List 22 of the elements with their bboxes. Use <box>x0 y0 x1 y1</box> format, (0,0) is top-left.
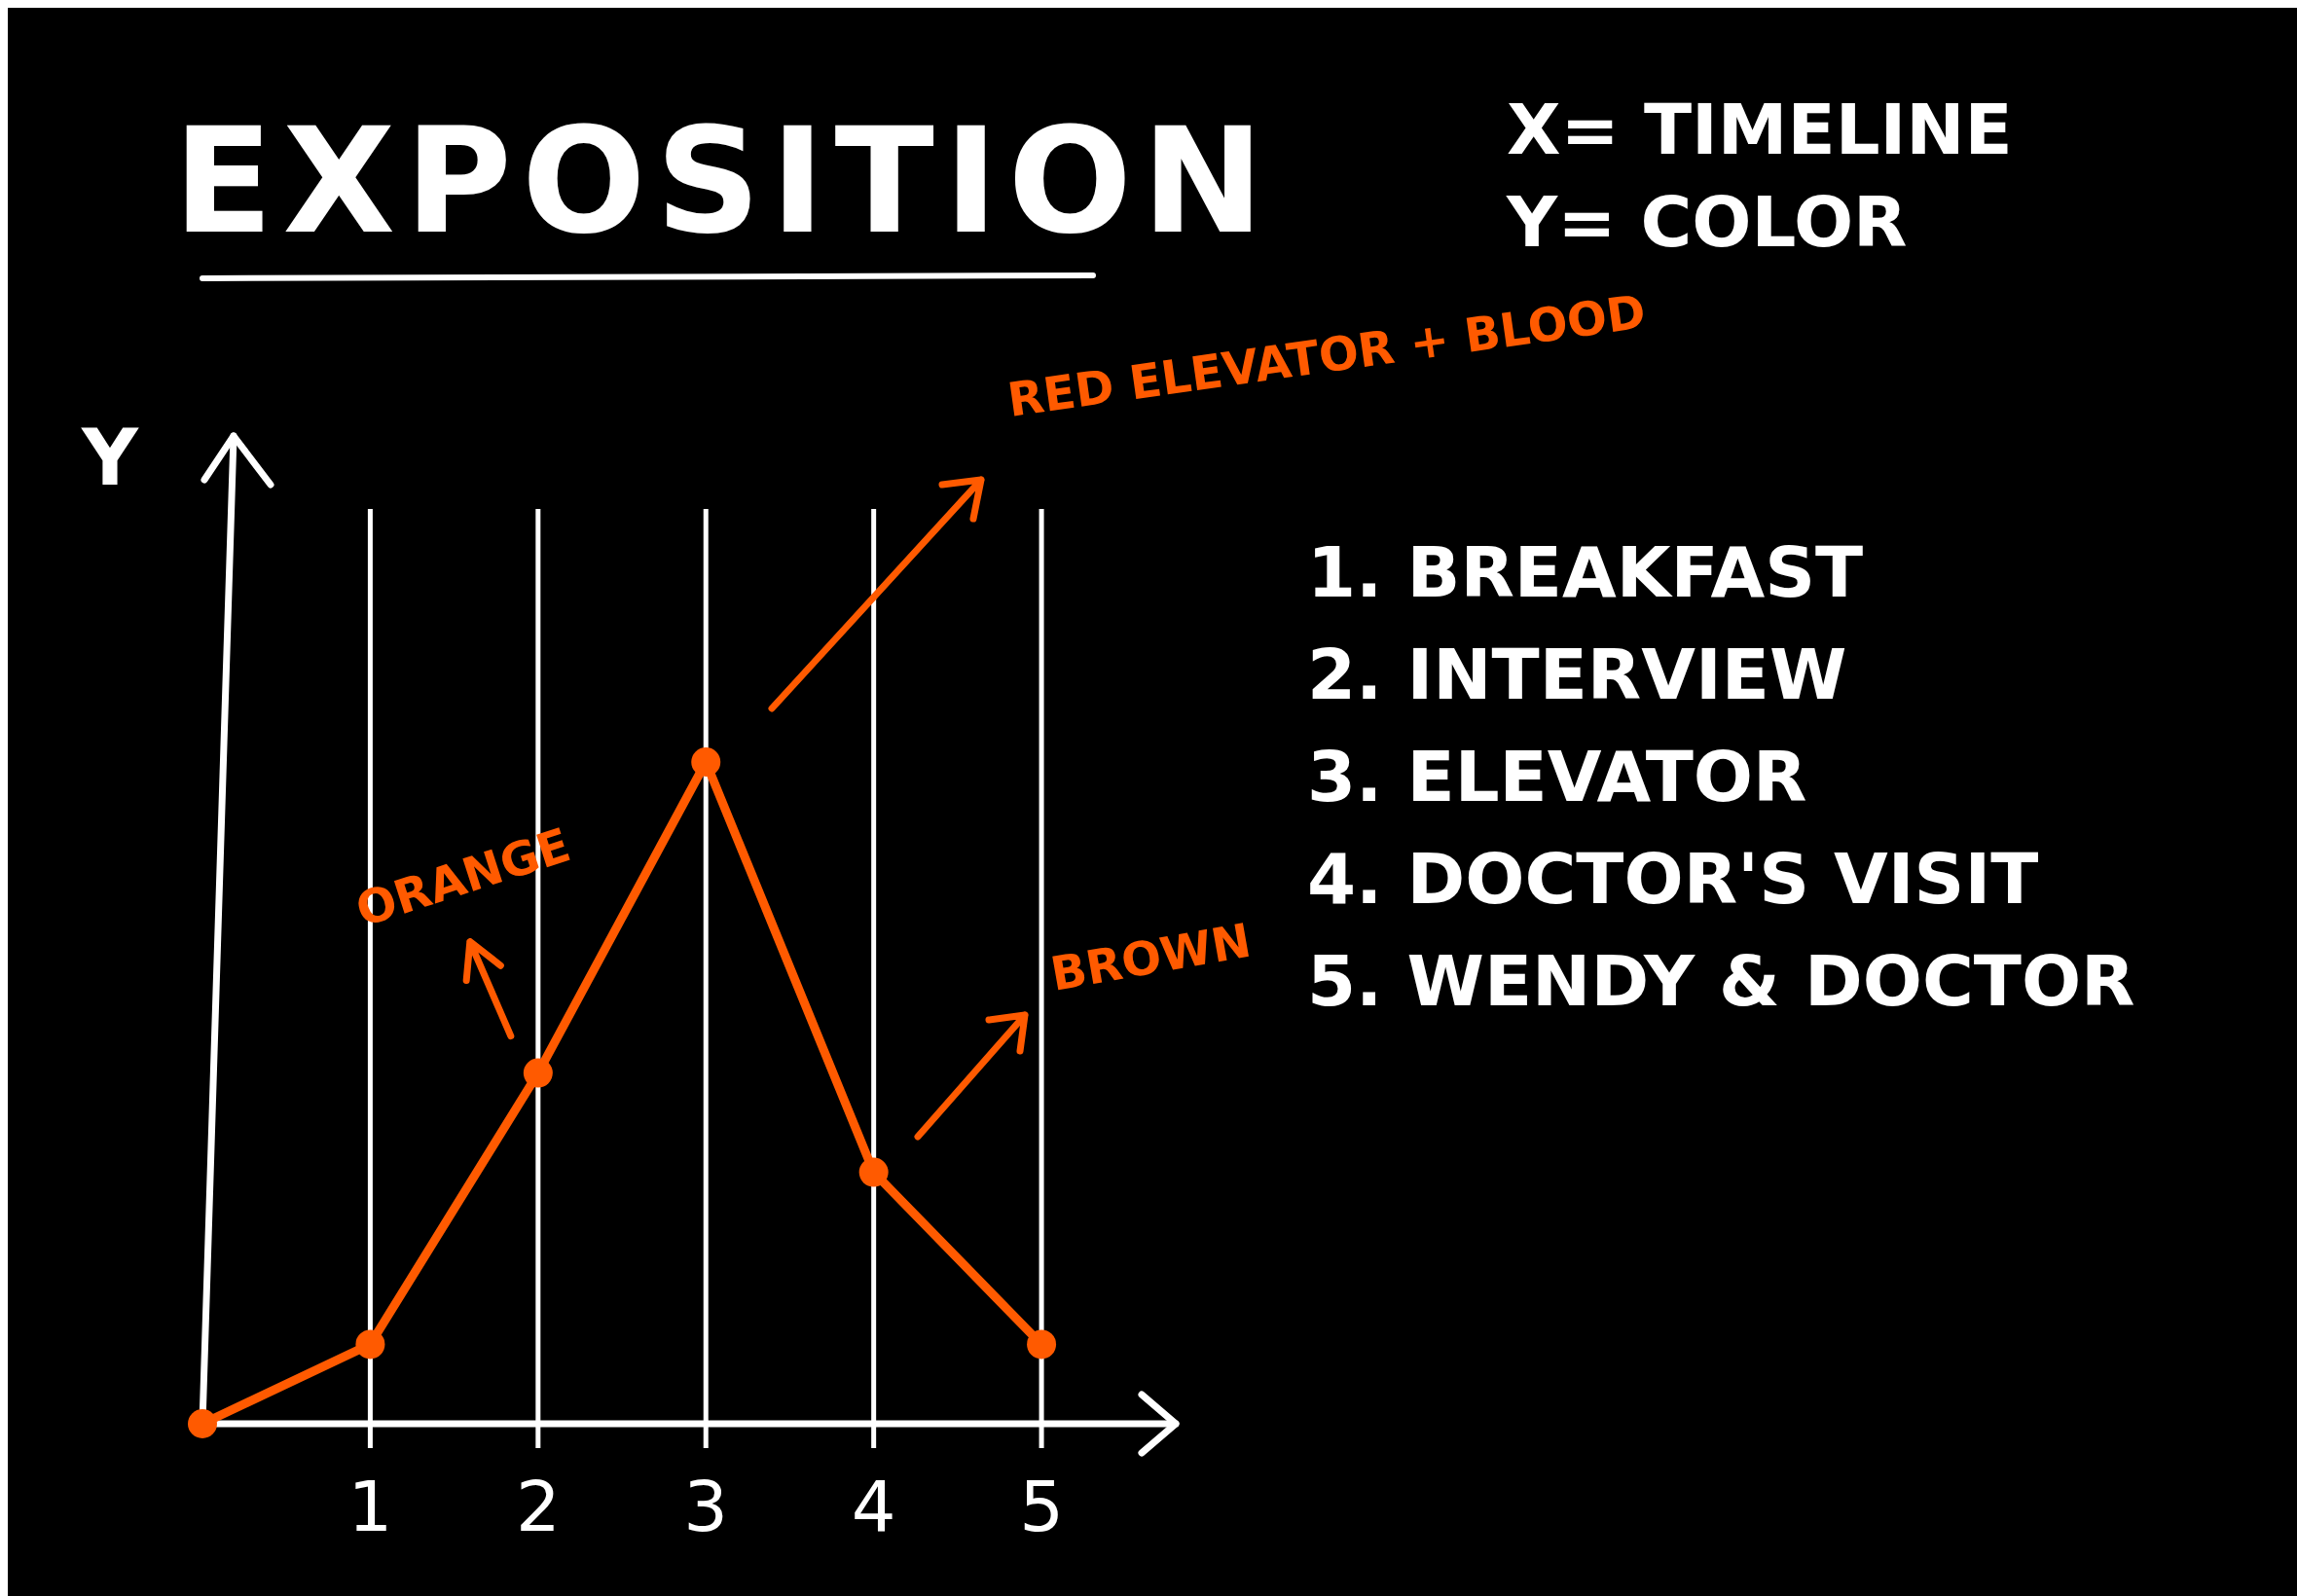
text: 1. BREAKFAST <box>1307 531 1864 613</box>
x-tick-label: 5 <box>1019 1466 1064 1547</box>
text: 5. WENDY & DOCTOR <box>1307 940 2135 1022</box>
text: 2. INTERVIEW <box>1307 634 1847 715</box>
point <box>523 1058 553 1088</box>
point <box>858 1157 889 1187</box>
text: Y= COLOR <box>1506 181 1908 263</box>
x-tick-label: 2 <box>515 1466 561 1547</box>
text: X= TIMELINE <box>1507 89 2013 170</box>
x-tick-label: 4 <box>851 1466 896 1547</box>
point <box>1027 1329 1057 1360</box>
text: 4. DOCTOR'S VISIT <box>1307 838 2039 920</box>
x-tick-label: 1 <box>347 1466 393 1547</box>
x-tick-label: 3 <box>683 1466 729 1547</box>
point <box>188 1409 217 1438</box>
y-axis-title: Y <box>81 413 140 503</box>
point <box>691 747 721 777</box>
text: 3. ELEVATOR <box>1307 736 1807 817</box>
text: RED ELEVATOR + BLOOD <box>1003 283 1649 427</box>
chart-title: EXPOSITION <box>173 96 1274 266</box>
point <box>355 1329 385 1360</box>
annotation: BROWN <box>1046 912 1256 1001</box>
